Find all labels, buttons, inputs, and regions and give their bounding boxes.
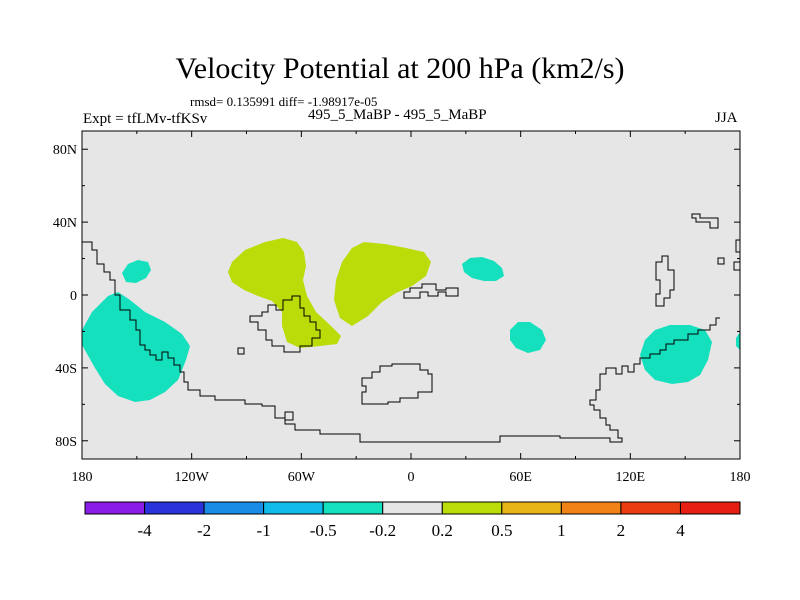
negative-anomaly-indian-ocean: [510, 322, 546, 353]
season-label: JJA: [715, 110, 738, 126]
colorbar-label: -1: [257, 521, 271, 540]
x-tick-labels: 180 120W 60W 0 60E 120E 180: [72, 470, 751, 485]
coastline-outlines: [82, 213, 740, 443]
colorbar: [84, 501, 741, 515]
y-tick-label: 40S: [55, 362, 77, 377]
chart-title: Velocity Potential at 200 hPa (km2/s): [175, 52, 625, 85]
coastline-south-america: [249, 295, 321, 353]
colorbar-label: -4: [137, 521, 152, 540]
colorbar-box: [620, 501, 681, 515]
x-tick-label: 180: [72, 470, 93, 485]
colorbar-label: 1: [557, 521, 566, 540]
colorbar-box: [263, 501, 324, 515]
negative-anomaly-africa: [462, 257, 504, 281]
x-tick-label: 120E: [616, 470, 646, 485]
colorbar-label: -0.5: [310, 521, 337, 540]
coastline-east-asia: [655, 255, 675, 307]
colorbar-label: -0.2: [369, 521, 396, 540]
colorbar-label: 0.5: [491, 521, 512, 540]
colorbar-box: [501, 501, 562, 515]
coastline-japan: [691, 213, 719, 229]
y-tick-label: 0: [70, 289, 77, 304]
x-tick-label: 0: [408, 470, 415, 485]
x-tick-label: 60W: [288, 470, 316, 485]
coastline-east-island: [717, 257, 725, 265]
colorbar-label: 0.2: [432, 521, 453, 540]
negative-anomaly-south-pacific: [82, 292, 190, 402]
y-tick-label: 80N: [53, 143, 77, 158]
x-tick-marks: [81, 131, 741, 459]
colorbar-box: [322, 501, 384, 515]
colorbar-box: [441, 501, 503, 515]
negative-anomaly-east-edge: [736, 332, 740, 350]
subtitle: 495_5_MaBP - 495_5_MaBP: [308, 107, 487, 123]
colorbar-labels: -4 -2 -1 -0.5 -0.2 0.2 0.5 1 2 4: [137, 521, 685, 540]
x-tick-label: 180: [730, 470, 751, 485]
coastline-americas: [82, 241, 720, 443]
y-tick-label: 80S: [55, 435, 77, 450]
colorbar-box: [679, 501, 741, 515]
x-tick-label: 60E: [509, 470, 532, 485]
colorbar-label: -2: [197, 521, 211, 540]
colorbar-box: [382, 501, 443, 515]
negative-anomaly-north-pacific: [122, 260, 151, 283]
colorbar-box: [144, 501, 205, 515]
coastline-small-island-1: [237, 347, 245, 355]
colorbar-box: [560, 501, 622, 515]
stats-line: rmsd= 0.135991 diff= -1.98917e-05: [190, 94, 378, 109]
coastline-west-africa: [403, 283, 459, 299]
y-tick-marks: [82, 148, 740, 442]
coastline-antarctic-island: [361, 363, 433, 405]
colorbar-label: 4: [676, 521, 685, 540]
y-tick-labels: 80N 40N 0 40S 80S: [53, 143, 77, 450]
colorbar-label: 2: [617, 521, 626, 540]
coastline-small-island-2: [284, 411, 294, 421]
positive-anomaly-americas: [228, 238, 341, 348]
coastline-east-edge-1: [735, 239, 740, 253]
y-tick-label: 40N: [53, 216, 77, 231]
anomaly-regions: [82, 238, 740, 402]
colorbar-box: [84, 501, 146, 515]
coastline-east-edge-2: [733, 261, 740, 271]
colorbar-box: [203, 501, 265, 515]
x-tick-label: 120W: [175, 470, 210, 485]
map-background: [82, 131, 740, 459]
negative-anomaly-australia: [640, 325, 712, 384]
positive-anomaly-atlantic: [334, 242, 431, 326]
experiment-label: Expt = tfLMv-tfKSv: [83, 111, 208, 127]
